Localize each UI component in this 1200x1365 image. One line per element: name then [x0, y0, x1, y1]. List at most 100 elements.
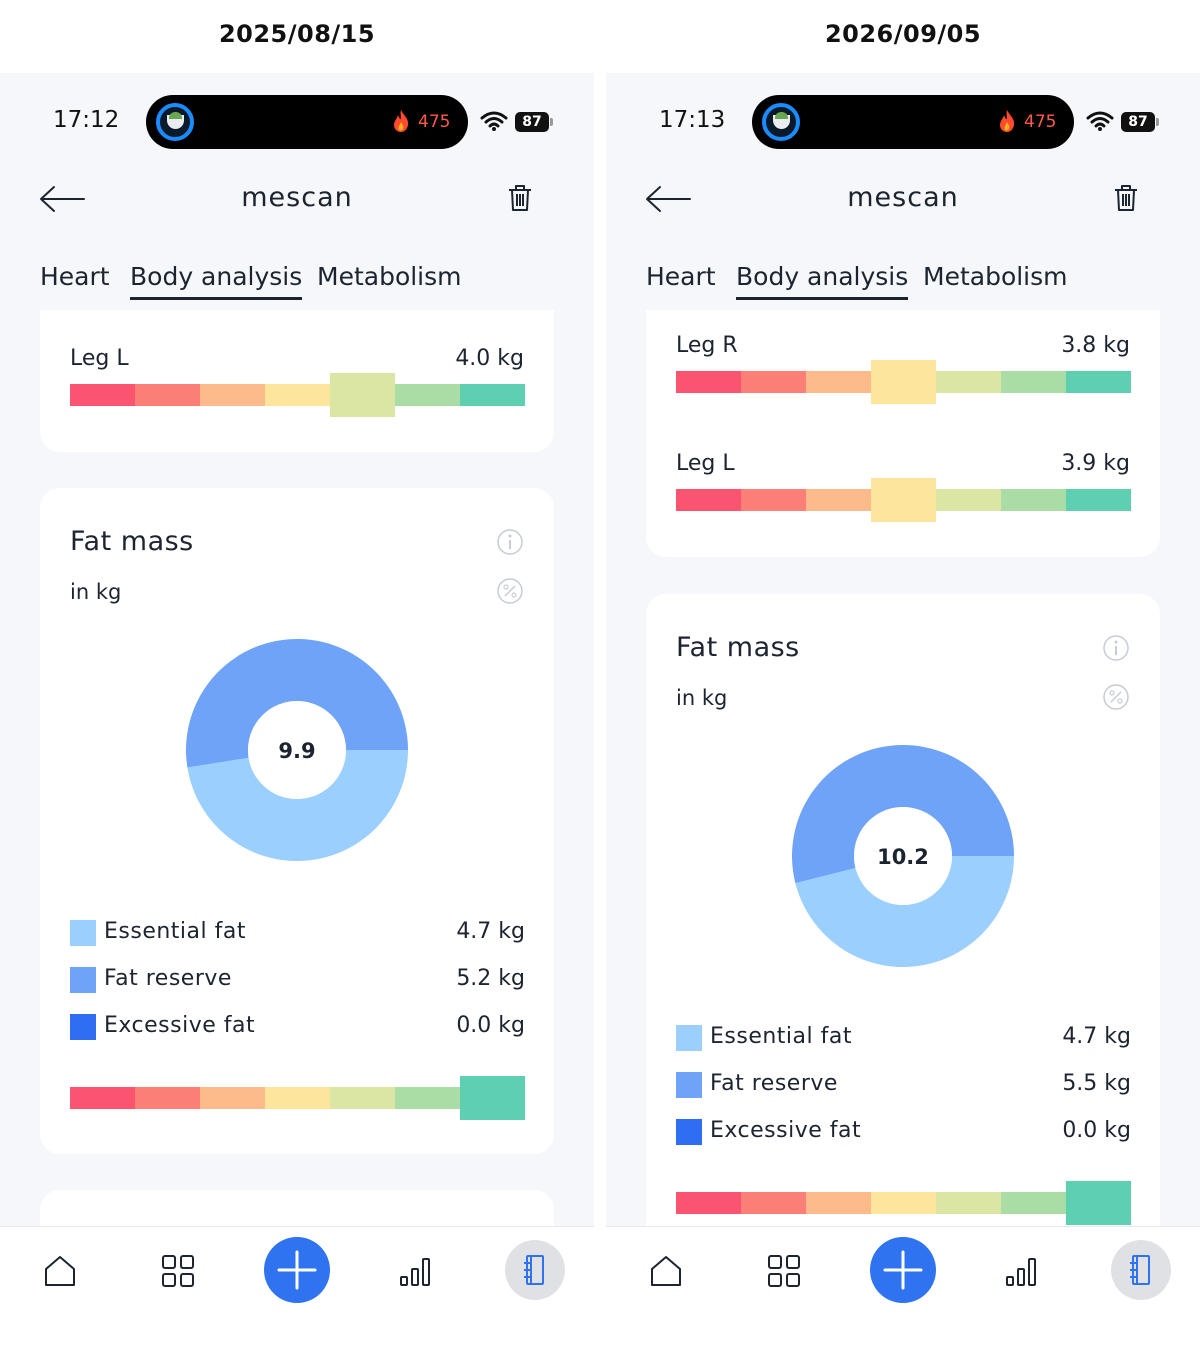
percent-icon[interactable] — [1102, 683, 1130, 711]
fat-mass-title: Fat mass — [70, 526, 194, 557]
legend-swatch — [676, 1025, 702, 1051]
scale-segment — [200, 1087, 265, 1109]
legend-value: 5.2 kg — [456, 966, 525, 991]
add-button[interactable] — [264, 1237, 330, 1303]
legend-label: Fat reserve — [710, 1071, 838, 1096]
dynamic-island[interactable]: 475 — [752, 95, 1074, 149]
scale-segment — [395, 384, 460, 406]
grid-icon[interactable] — [760, 1247, 808, 1295]
scale-segment — [676, 371, 741, 393]
arrow-left-icon[interactable] — [38, 185, 86, 213]
legend-value: 4.7 kg — [1062, 1024, 1131, 1049]
scale-segment — [265, 1087, 330, 1109]
donut-hole — [854, 807, 952, 905]
segment-value: 3.9 kg — [1061, 451, 1130, 476]
home-icon[interactable] — [642, 1247, 690, 1295]
scale-segment — [1066, 371, 1131, 393]
scale-segment-selected — [460, 1076, 525, 1120]
tab-metabolism[interactable]: Metabolism — [317, 262, 462, 291]
segment-value: 3.8 kg — [1061, 333, 1130, 358]
scale-segment — [1001, 371, 1066, 393]
scale-segment — [200, 384, 265, 406]
donut-slice-essential-fat — [795, 856, 1014, 967]
scale-segment — [395, 1087, 460, 1109]
donut-slice-fat-reserve — [186, 639, 408, 768]
wifi-icon — [1086, 111, 1114, 131]
info-icon[interactable] — [1102, 634, 1130, 662]
fat-mass-card: Fat mass in kg 10.2 Essential fat 4.7 kg… — [646, 594, 1160, 1260]
flame-icon — [1000, 110, 1015, 132]
legend-item: Fat reserve 5.5 kg — [676, 1071, 1131, 1099]
scale-segment — [806, 1192, 871, 1214]
phone-screen-left: 17:12 475 87 mescan Heart Body analysis … — [0, 73, 594, 1365]
scale-segment — [741, 1192, 806, 1214]
legend-item: Excessive fat 0.0 kg — [70, 1013, 525, 1041]
segment-scale-bar — [676, 478, 1131, 522]
arrow-left-icon[interactable] — [644, 185, 692, 213]
trash-icon[interactable] — [507, 184, 533, 212]
donut-total-value: 9.9 — [278, 739, 315, 763]
fat-mass-unit: in kg — [70, 580, 122, 604]
scale-segment — [741, 489, 806, 511]
legend-label: Essential fat — [710, 1024, 852, 1049]
scale-segment — [871, 1192, 936, 1214]
journal-tab[interactable] — [505, 1240, 565, 1300]
bar-chart-icon[interactable] — [392, 1247, 440, 1295]
scale-segment-selected — [871, 478, 936, 522]
calorie-count: 475 — [418, 112, 451, 132]
donut-slice-fat-reserve — [792, 745, 1014, 884]
flame-icon — [394, 110, 409, 132]
food-bowl-icon — [156, 103, 194, 141]
trash-icon[interactable] — [1113, 184, 1139, 212]
legend-label: Excessive fat — [104, 1013, 256, 1038]
donut-total-value: 10.2 — [877, 845, 929, 869]
scale-segment — [135, 384, 200, 406]
wifi-icon — [480, 111, 508, 131]
percent-icon[interactable] — [496, 577, 524, 605]
segment-scale-bar — [70, 373, 525, 417]
segment-card: Leg L 4.0 kg — [40, 310, 554, 452]
legend-value: 5.5 kg — [1062, 1071, 1131, 1096]
scale-segment — [676, 1192, 741, 1214]
legend-item: Excessive fat 0.0 kg — [676, 1118, 1131, 1146]
legend-label: Fat reserve — [104, 966, 232, 991]
food-bowl-icon — [762, 103, 800, 141]
grid-icon[interactable] — [154, 1247, 202, 1295]
scale-segment — [70, 1087, 135, 1109]
tab-heart[interactable]: Heart — [646, 262, 716, 291]
tab-body-analysis[interactable]: Body analysis — [736, 262, 909, 300]
legend-value: 4.7 kg — [456, 919, 525, 944]
tab-heart[interactable]: Heart — [40, 262, 110, 291]
fat-mass-unit: in kg — [676, 686, 728, 710]
calorie-count: 475 — [1024, 112, 1057, 132]
battery-indicator: 87 — [515, 112, 553, 132]
legend-value: 0.0 kg — [456, 1013, 525, 1038]
scale-segment — [936, 489, 1001, 511]
scale-segment — [741, 371, 806, 393]
notebook-icon — [1130, 1255, 1150, 1285]
scale-segment — [806, 371, 871, 393]
home-icon[interactable] — [36, 1247, 84, 1295]
scale-segment — [1001, 1192, 1066, 1214]
legend-swatch — [70, 967, 96, 993]
segment-value: 4.0 kg — [455, 346, 524, 371]
journal-tab[interactable] — [1111, 1240, 1171, 1300]
segment-label: Leg R — [676, 333, 738, 358]
scale-segment — [806, 489, 871, 511]
scale-segment — [936, 1192, 1001, 1214]
legend-swatch — [676, 1119, 702, 1145]
dynamic-island[interactable]: 475 — [146, 95, 468, 149]
tab-body-analysis[interactable]: Body analysis — [130, 262, 303, 300]
legend-value: 0.0 kg — [1062, 1118, 1131, 1143]
info-icon[interactable] — [496, 528, 524, 556]
scale-segment — [936, 371, 1001, 393]
bar-chart-icon[interactable] — [998, 1247, 1046, 1295]
scale-segment-selected — [330, 373, 395, 417]
legend-label: Essential fat — [104, 919, 246, 944]
panel-divider — [594, 1226, 606, 1365]
add-button[interactable] — [870, 1237, 936, 1303]
tab-metabolism[interactable]: Metabolism — [923, 262, 1068, 291]
legend-item: Essential fat 4.7 kg — [676, 1024, 1131, 1052]
scale-segment — [70, 384, 135, 406]
segment-label: Leg L — [676, 451, 735, 476]
